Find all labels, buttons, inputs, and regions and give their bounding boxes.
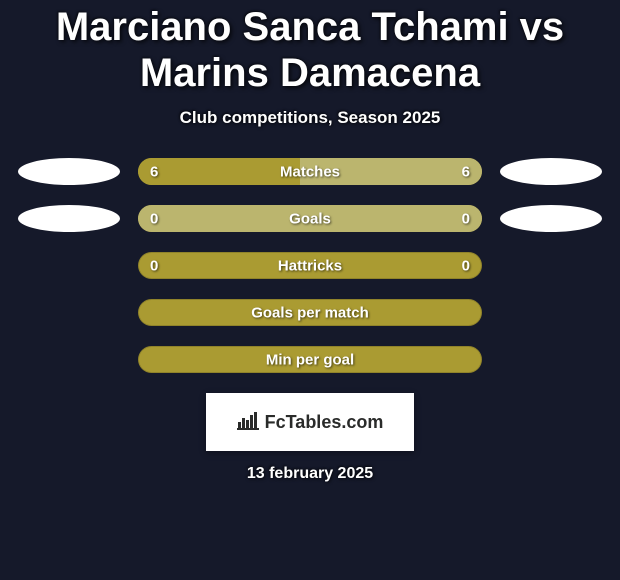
stat-value-left: 0 xyxy=(150,257,158,274)
stat-label: Goals xyxy=(289,210,331,227)
stat-bar: Matches 6 6 xyxy=(138,158,482,185)
date-text: 13 february 2025 xyxy=(0,465,620,483)
subtitle: Club competitions, Season 2025 xyxy=(0,108,620,128)
stat-value-left: 0 xyxy=(150,210,158,227)
stat-label: Min per goal xyxy=(266,351,354,368)
fctables-badge: FcTables.com xyxy=(206,393,414,451)
team-badge-right xyxy=(500,158,602,185)
team-badge-left xyxy=(18,158,120,185)
stat-bar: Hattricks 0 0 xyxy=(138,252,482,279)
page-title: Marciano Sanca Tchami vs Marins Damacena xyxy=(0,0,620,96)
bar-chart-icon xyxy=(237,410,259,435)
stat-rows: Matches 6 6 Goals 0 0 Hattricks 0 0 Goals per mat… xyxy=(0,158,620,373)
stat-value-right: 0 xyxy=(462,210,470,227)
stat-row: Goals per match xyxy=(0,299,620,326)
stat-row: Hattricks 0 0 xyxy=(0,252,620,279)
comparison-canvas: Marciano Sanca Tchami vs Marins Damacena… xyxy=(0,0,620,580)
stat-label: Matches xyxy=(280,163,340,180)
stat-row: Goals 0 0 xyxy=(0,205,620,232)
team-badge-right xyxy=(500,205,602,232)
stat-label: Hattricks xyxy=(278,257,342,274)
stat-bar: Goals per match xyxy=(138,299,482,326)
fctables-text: FcTables.com xyxy=(265,412,384,433)
team-badge-left xyxy=(18,205,120,232)
stat-value-right: 0 xyxy=(462,257,470,274)
stat-bar: Goals 0 0 xyxy=(138,205,482,232)
stat-bar: Min per goal xyxy=(138,346,482,373)
stat-value-right: 6 xyxy=(462,163,470,180)
stat-value-left: 6 xyxy=(150,163,158,180)
stat-row: Matches 6 6 xyxy=(0,158,620,185)
stat-row: Min per goal xyxy=(0,346,620,373)
stat-bar-left-fill xyxy=(138,158,300,185)
stat-label: Goals per match xyxy=(251,304,369,321)
